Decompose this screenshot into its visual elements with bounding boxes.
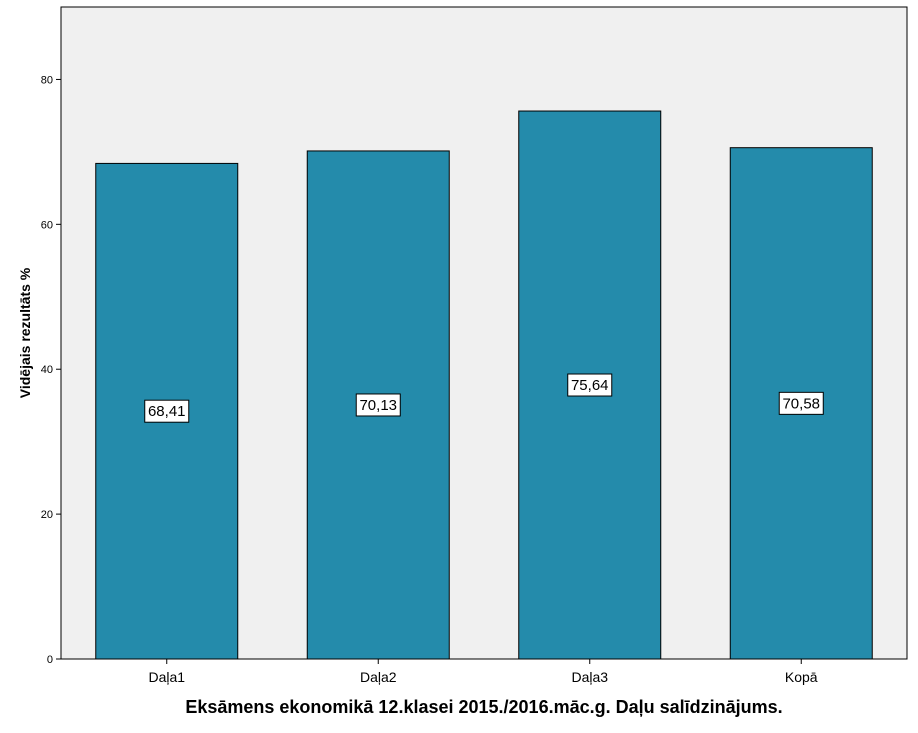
x-tick-label: Daļa3 xyxy=(571,669,608,685)
x-tick-label: Kopā xyxy=(785,669,818,685)
y-tick-label: 60 xyxy=(41,219,53,231)
y-tick-label: 40 xyxy=(41,364,53,376)
y-axis-label: Vidējais rezultāts % xyxy=(17,267,33,398)
data-label: 70,58 xyxy=(778,391,824,415)
data-label-value: 75,64 xyxy=(571,377,609,394)
data-label-box xyxy=(144,399,190,423)
data-label-box xyxy=(567,373,613,397)
y-tick-label: 20 xyxy=(41,509,53,521)
data-label-box xyxy=(355,393,401,417)
x-axis-label: Eksāmens ekonomikā 12.klasei 2015./2016.… xyxy=(185,697,782,717)
y-axis-label-group: Vidējais rezultāts % xyxy=(17,267,33,398)
x-tick-label: Daļa1 xyxy=(148,669,185,685)
data-label: 75,64 xyxy=(567,373,613,397)
y-tick-label: 80 xyxy=(41,74,53,86)
data-label-value: 70,58 xyxy=(782,395,820,412)
data-label-value: 70,13 xyxy=(359,397,397,414)
x-tick-label: Daļa2 xyxy=(360,669,397,685)
data-label: 70,13 xyxy=(355,393,401,417)
y-tick-label: 0 xyxy=(47,654,53,666)
data-label: 68,41 xyxy=(144,399,190,423)
data-label-box xyxy=(778,391,824,415)
data-label-value: 68,41 xyxy=(148,403,186,420)
